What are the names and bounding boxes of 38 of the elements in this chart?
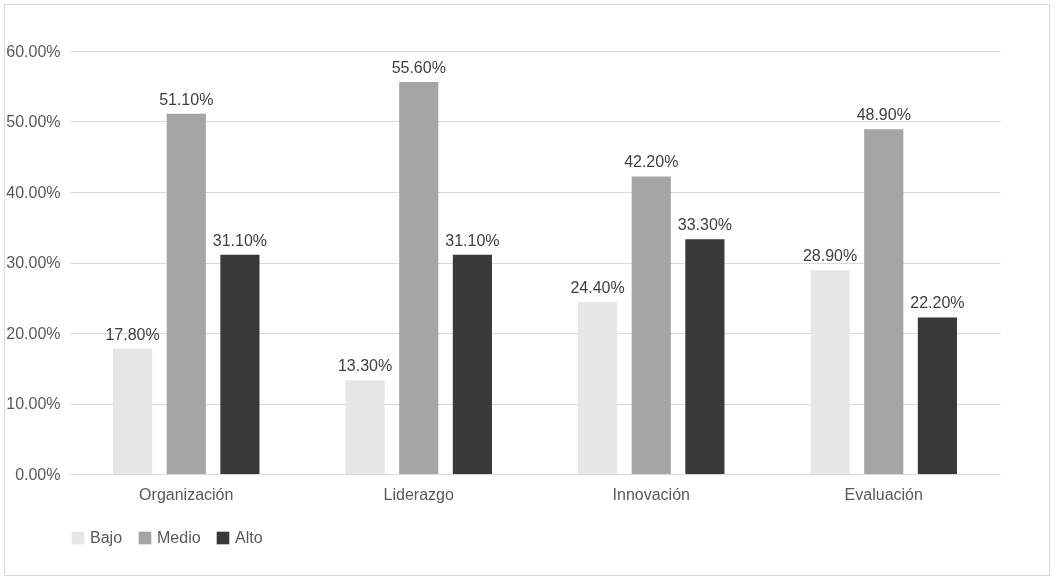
data-label: 42.20% — [624, 153, 679, 171]
legend-label: Medio — [157, 529, 201, 546]
bar — [345, 380, 385, 474]
x-tick-label: Innovación — [612, 485, 690, 503]
x-tick-label: Liderazgo — [383, 485, 454, 503]
data-label: 22.20% — [910, 294, 965, 312]
data-label: 13.30% — [337, 357, 393, 375]
bar — [631, 176, 671, 474]
data-label: 48.90% — [856, 106, 911, 124]
bar — [685, 239, 725, 474]
legend-label: Bajo — [90, 529, 123, 546]
bar — [113, 348, 153, 474]
y-tick-label: 20.00% — [6, 324, 61, 342]
y-tick-label: 50.00% — [6, 113, 61, 130]
y-tick-label: 60.00% — [6, 42, 61, 60]
bar — [399, 82, 439, 474]
y-tick-label: 30.00% — [6, 254, 61, 271]
x-tick-label: Organización — [139, 485, 234, 503]
data-label: 17.80% — [105, 325, 160, 343]
bar — [578, 301, 618, 474]
bar — [810, 270, 850, 474]
data-label: 51.10% — [159, 90, 214, 108]
y-tick-label: 0.00% — [15, 465, 61, 483]
data-label: 55.60% — [391, 59, 446, 77]
bar — [864, 129, 904, 474]
legend-label: Alto — [235, 529, 263, 546]
bar — [220, 254, 260, 474]
data-label: 33.30% — [677, 216, 733, 234]
x-tick-label: Evaluación — [844, 485, 923, 503]
data-label: 28.90% — [802, 247, 858, 265]
y-tick-label: 10.00% — [6, 395, 61, 412]
data-label: 24.40% — [570, 278, 625, 296]
data-label: 31.10% — [445, 231, 500, 249]
bar — [917, 317, 957, 474]
bar — [452, 254, 492, 474]
data-label: 31.10% — [212, 231, 268, 249]
y-tick-label: 40.00% — [6, 183, 61, 201]
bar — [166, 113, 206, 474]
